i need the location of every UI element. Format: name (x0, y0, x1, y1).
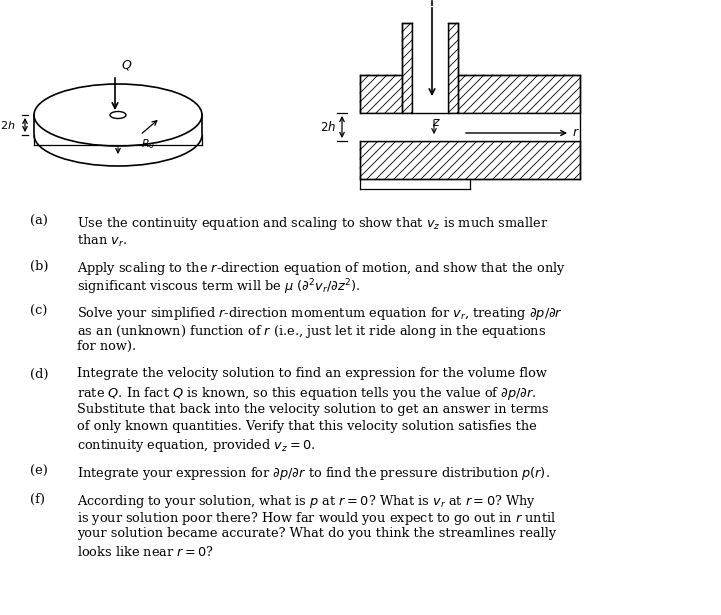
Bar (448, 23, 458, 113)
Text: Integrate the velocity solution to find an expression for the volume flow: Integrate the velocity solution to find … (77, 368, 547, 381)
Text: Use the continuity equation and scaling to show that $v_z$ is much smaller: Use the continuity equation and scaling … (77, 215, 549, 232)
Text: your solution became accurate? What do you think the streamlines really: your solution became accurate? What do y… (77, 528, 556, 541)
Text: Solve your simplified $r$-direction momentum equation for $v_r$, treating $\part: Solve your simplified $r$-direction mome… (77, 305, 563, 322)
Text: $2h$: $2h$ (0, 119, 15, 131)
Bar (33, 103, 203, 136)
Text: $Q$: $Q$ (121, 58, 133, 72)
Text: $2h$: $2h$ (320, 120, 336, 134)
Text: rate $Q$. In fact $Q$ is known, so this equation tells you the value of $\partia: rate $Q$. In fact $Q$ is known, so this … (77, 385, 537, 402)
Text: significant viscous term will be $\mu$ $(\partial^2 v_r/\partial z^2)$.: significant viscous term will be $\mu$ $… (77, 277, 360, 297)
Text: continuity equation, provided $v_z = 0$.: continuity equation, provided $v_z = 0$. (77, 437, 316, 454)
Text: looks like near $r = 0$?: looks like near $r = 0$? (77, 545, 214, 559)
Text: (c): (c) (30, 305, 48, 318)
Text: for now).: for now). (77, 340, 136, 353)
Bar (448, 75, 580, 113)
Text: of only known quantities. Verify that this velocity solution satisfies the: of only known quantities. Verify that th… (77, 420, 536, 433)
Bar (448, 75, 580, 113)
Bar (402, 23, 412, 113)
Bar (448, 23, 458, 113)
Text: Apply scaling to the $r$-direction equation of motion, and show that the only: Apply scaling to the $r$-direction equat… (77, 260, 566, 277)
Text: (b): (b) (30, 260, 48, 273)
Bar (360, 141, 580, 179)
Text: Substitute that back into the velocity solution to get an answer in terms: Substitute that back into the velocity s… (77, 402, 549, 416)
Ellipse shape (34, 104, 202, 166)
Text: $R_o$: $R_o$ (141, 137, 155, 151)
Bar (360, 141, 580, 179)
Bar (360, 75, 412, 113)
Text: $r$: $r$ (572, 127, 580, 140)
Text: (e): (e) (30, 465, 48, 478)
Text: (a): (a) (30, 215, 48, 228)
Ellipse shape (110, 111, 126, 119)
Text: is your solution poor there? How far would you expect to go out in $r$ until: is your solution poor there? How far wou… (77, 510, 556, 527)
Bar (360, 113, 580, 141)
Bar (360, 75, 412, 113)
Text: Integrate your expression for $\partial p/\partial r$ to find the pressure distr: Integrate your expression for $\partial … (77, 465, 550, 482)
Text: as an (unknown) function of $r$ (i.e., just let it ride along in the equations: as an (unknown) function of $r$ (i.e., j… (77, 322, 547, 339)
Text: than $v_r$.: than $v_r$. (77, 232, 127, 248)
Text: According to your solution, what is $p$ at $r = 0$? What is $v_r$ at $r = 0$? Wh: According to your solution, what is $p$ … (77, 493, 536, 509)
Ellipse shape (34, 84, 202, 146)
Bar (402, 23, 412, 113)
Text: $z$: $z$ (432, 116, 441, 130)
Text: (f): (f) (30, 493, 45, 506)
Text: (d): (d) (30, 368, 48, 381)
Bar (412, 23, 448, 113)
